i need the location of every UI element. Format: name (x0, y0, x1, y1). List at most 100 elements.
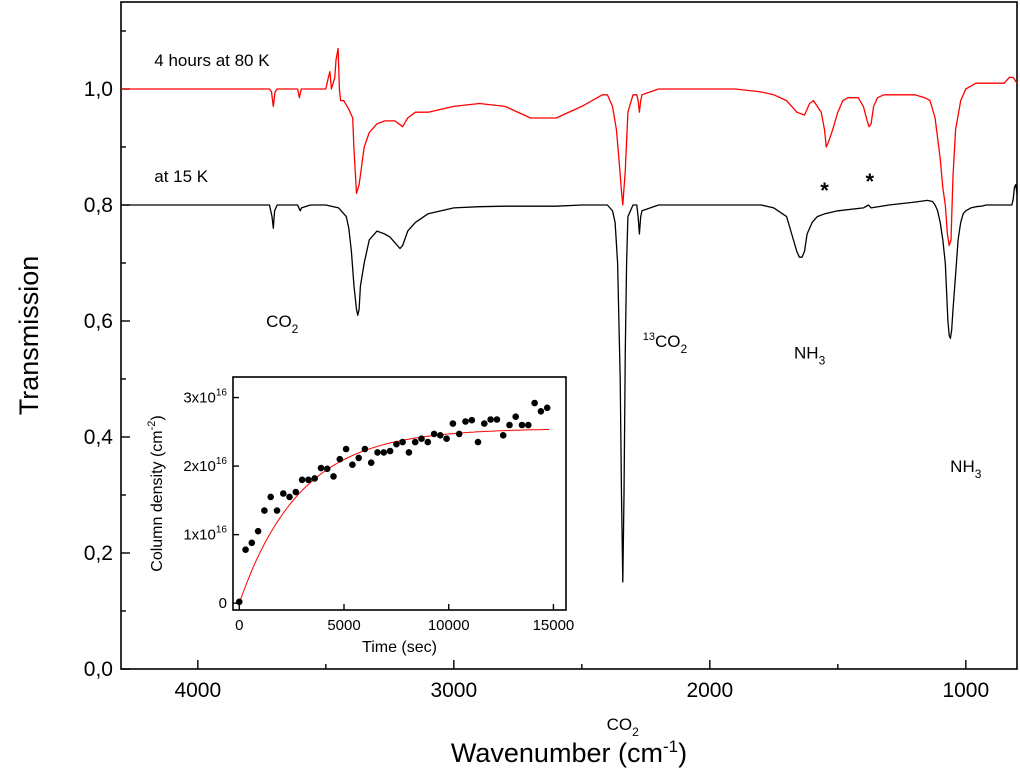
inset-data-point (443, 435, 450, 443)
inset-y-tick-label-0: 0 (219, 595, 227, 612)
inset-data-point (462, 418, 469, 425)
inset-plot-frame (232, 376, 567, 611)
x-tick-label-4000: 4000 (174, 679, 221, 702)
y-tick-label-1,0: 1,0 (84, 78, 113, 101)
main-plot-border (120, 1, 1018, 670)
inset-y-axis-title-end: ) (149, 415, 166, 420)
inset-data-point (286, 493, 293, 501)
inset-data-point (499, 432, 507, 439)
series-line-15k (121, 184, 1018, 583)
inset-x-tick-label-10000: 10000 (428, 617, 470, 634)
inset-data-point (323, 465, 331, 473)
inset-data-point (518, 421, 526, 429)
peak-label-text: CO (266, 312, 292, 331)
series-label-15k: at 15 K (154, 167, 209, 186)
inset-data-point (424, 438, 432, 446)
x-axis-title-end: ) (678, 738, 687, 768)
inset-data-point (468, 416, 476, 424)
inset-data-point (487, 416, 494, 423)
peak-label-text: NH (794, 344, 819, 363)
asterisk-marker: * (866, 169, 875, 194)
peak-label-co2-center: CO2 (607, 715, 640, 739)
main-x-axis: 4000 3000 2000 1000 (174, 660, 989, 702)
inset-y-tick-base: 2x10 (183, 458, 216, 475)
peak-label-co2-left: CO2 (266, 312, 299, 336)
y-tick-label-0,6: 0,6 (84, 310, 113, 333)
inset-y-tick-label-2: 2x1016 (183, 456, 227, 475)
inset-y-axis-title: Column density (cm-2) (146, 415, 166, 571)
inset-y-tick-exp: 16 (216, 388, 228, 399)
peak-label-sub: 2 (681, 342, 688, 356)
inset-data-point (298, 476, 306, 484)
inset-y-tick-label-3: 3x1016 (183, 388, 227, 407)
inset-data-point (430, 430, 438, 438)
inset-data-point (336, 455, 344, 463)
inset-data-point (437, 432, 444, 439)
inset-data-point (317, 464, 325, 472)
peak-label-sup: 13 (643, 331, 655, 343)
inset-data-point (330, 473, 337, 480)
inset-x-tick-label-5000: 5000 (327, 617, 360, 634)
inset-data-point (543, 404, 551, 412)
inset-data-point (380, 449, 388, 456)
peak-label-sub: 3 (819, 354, 826, 368)
inset-data-point (525, 421, 532, 429)
inset-x-tick-label-0: 0 (235, 617, 243, 634)
x-tick-label-1000: 1000 (942, 679, 989, 702)
inset-data-point (474, 438, 482, 446)
y-axis-title: Transmission (14, 256, 44, 416)
inset-y-tick-base: 1x10 (183, 527, 216, 544)
inset-data-point (531, 399, 538, 407)
peak-label-text: NH (950, 457, 975, 476)
x-tick-label-2000: 2000 (686, 679, 733, 702)
inset-data-point (254, 527, 262, 535)
inset-data-point (386, 447, 394, 455)
inset-data-point (267, 493, 275, 501)
inset-data-point (405, 449, 413, 456)
inset-data-point (506, 421, 513, 429)
inset-background (233, 377, 566, 610)
inset-y-tick-base: 3x10 (183, 390, 216, 407)
peak-label-text: CO (607, 715, 633, 734)
inset-x-axis: 0 5000 10000 15000 (235, 604, 574, 634)
inset-data-point (537, 408, 545, 415)
main-plot-frame (120, 1, 1018, 670)
inset-data-point (292, 488, 300, 496)
asterisk-marker: * (820, 178, 829, 203)
inset-y-tick-exp: 16 (216, 525, 228, 536)
inset-data-point (280, 490, 287, 497)
inset-data-point (449, 420, 457, 427)
x-axis-title-sup: -1 (663, 737, 678, 756)
inset-data-point (342, 445, 350, 453)
x-tick-label-3000: 3000 (430, 679, 477, 702)
inset-y-tick-label-1: 1x1016 (183, 525, 227, 544)
peak-label-nh3-b: NH3 (794, 344, 826, 368)
inset-data-point (361, 445, 369, 453)
inset-x-tick-label-15000: 15000 (533, 617, 575, 634)
inset-data-point (481, 420, 488, 427)
inset-y-tick-base: 0 (219, 595, 227, 612)
inset-data-point (374, 449, 381, 456)
inset-data-point (399, 438, 406, 446)
inset-data-point (311, 475, 319, 482)
inset-plot-border (232, 376, 567, 611)
peak-label-nh3-c: NH3 (950, 457, 982, 481)
inset-data-point (512, 413, 519, 421)
inset-x-axis-title: Time (sec) (362, 639, 437, 656)
inset-data-point (349, 461, 356, 469)
main-y-axis: 0,0 0,2 0,4 0,6 0,8 1,0 (84, 30, 130, 681)
inset-data-point (418, 435, 425, 443)
inset-y-axis-title-sup: -2 (146, 421, 158, 431)
x-axis-title: Wavenumber (cm-1) (451, 737, 687, 768)
inset-data-point (355, 454, 363, 462)
peak-label-text: CO (655, 332, 681, 351)
y-tick-label-0,2: 0,2 (84, 542, 113, 565)
y-tick-label-0,0: 0,0 (84, 658, 113, 681)
inset-data-point (367, 459, 375, 467)
inset-data-point (493, 416, 501, 423)
inset-y-tick-exp: 16 (216, 456, 228, 467)
peak-label-sub: 3 (975, 467, 982, 481)
peak-label-sub: 2 (632, 725, 639, 739)
